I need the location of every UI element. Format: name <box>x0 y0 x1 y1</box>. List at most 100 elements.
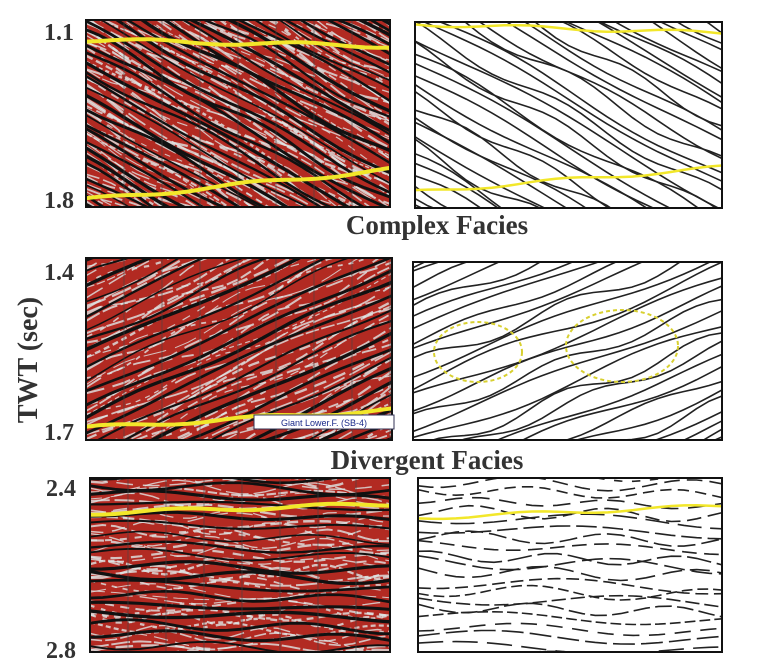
seismic-trough <box>96 20 390 177</box>
facies-outline <box>565 309 679 383</box>
interpreted-reflector <box>560 22 722 110</box>
seismic-trough <box>86 0 390 12</box>
seismic-reflector <box>324 20 390 56</box>
interpreted-reflector <box>438 22 722 174</box>
interpreted-reflector <box>418 478 722 492</box>
interpreted-reflector <box>418 486 722 499</box>
interpreted-reflector <box>418 555 722 575</box>
interpreted-reflector <box>418 513 722 530</box>
interpreted-reflector <box>521 365 722 440</box>
seismic-trough <box>86 130 221 207</box>
interpreted-reflector <box>415 83 648 208</box>
interpreted-reflector <box>659 22 722 51</box>
seismic-reflector <box>86 294 392 435</box>
caption: Divergent Facies <box>331 445 524 475</box>
seismic-reflector <box>90 640 390 652</box>
seismic-reflector <box>90 560 390 575</box>
panel-frame <box>412 261 723 441</box>
seismic-reflector <box>90 569 390 586</box>
seismic-trough <box>86 295 392 426</box>
seismic-trough <box>86 258 210 314</box>
seismic-trough <box>116 20 390 164</box>
interpreted-reflector <box>418 496 722 510</box>
seismic-trough <box>176 343 392 440</box>
panel-frame <box>85 19 391 208</box>
interpreted-reflector <box>413 285 722 412</box>
interpreted-reflector <box>651 22 722 70</box>
panel <box>86 0 390 207</box>
seismic-reflector <box>90 651 140 652</box>
interpreted-reflector <box>415 40 718 208</box>
interpreted-reflector <box>418 550 722 566</box>
seismic-trough <box>297 20 390 72</box>
seismic-reflector <box>90 530 390 546</box>
interpreted-reflector <box>413 262 682 359</box>
seismic-reflector <box>90 519 390 530</box>
seismic-trough <box>86 83 315 207</box>
seismic-reflector <box>90 500 390 512</box>
seismic-reflector <box>86 258 155 288</box>
annotation-box <box>253 414 395 430</box>
seismic-trough <box>201 357 392 440</box>
seismic-reflector <box>90 578 390 593</box>
seismic-trough <box>90 556 390 574</box>
horizon <box>90 501 390 517</box>
seismic-reflector <box>283 20 390 74</box>
seismic-reflector <box>86 0 390 9</box>
horizon <box>415 164 722 192</box>
seismic-reflector <box>86 258 392 393</box>
seismic-trough <box>90 479 390 498</box>
interpreted-reflector <box>413 262 712 379</box>
seismic-trough <box>90 569 390 587</box>
interpreted-reflector <box>418 565 722 582</box>
interpreted-reflector <box>413 262 575 317</box>
seismic-reflector <box>249 366 392 440</box>
interpreted-reflector <box>418 610 722 626</box>
seismic-trough <box>90 492 390 510</box>
interpreted-reflector <box>413 262 542 307</box>
seismic-trough <box>336 412 392 440</box>
seismic-reflector <box>86 258 246 331</box>
seismic-reflector <box>86 280 392 420</box>
interpreted-reflector <box>413 326 722 439</box>
interpreted-reflector <box>415 53 700 208</box>
interpreted-reflector <box>505 22 722 141</box>
seismic-reflector <box>90 589 390 604</box>
seismic-trough <box>90 655 390 666</box>
seismic-trough <box>86 173 148 207</box>
seismic-trough <box>86 258 360 386</box>
interpreted-reflector <box>413 262 601 330</box>
seismic-reflector <box>262 380 392 440</box>
seismic-trough <box>243 370 392 440</box>
seismic-trough <box>90 542 390 562</box>
seismic-trough <box>90 519 390 538</box>
interpreted-reflector <box>415 136 547 208</box>
horizon <box>415 23 722 35</box>
annotation: Giant Lower.F. (SB-4) <box>281 418 367 428</box>
time-label: 1.1 <box>44 20 74 46</box>
axis-label: TWT (sec) <box>13 297 44 423</box>
seismic-reflector <box>298 20 390 66</box>
time-label: 2.8 <box>46 638 76 664</box>
caption: Complex Facies <box>346 210 528 240</box>
seismic-trough <box>86 258 369 379</box>
seismic-trough <box>185 350 392 440</box>
seismic-reflector <box>95 308 392 440</box>
interpreted-reflector <box>525 650 579 652</box>
seismic-reflector <box>86 127 227 207</box>
seismic-reflector <box>253 20 390 90</box>
interpreted-reflector <box>495 353 722 440</box>
horizon <box>86 165 390 201</box>
seismic-reflector <box>278 20 390 82</box>
seismic-trough <box>90 611 390 629</box>
seismic-reflector <box>90 609 390 624</box>
seismic-reflector <box>86 146 188 207</box>
interpreted-reflector <box>415 121 568 208</box>
seismic-trough <box>300 20 390 67</box>
interpreted-reflector <box>430 332 722 440</box>
interpreted-reflector <box>418 530 722 547</box>
seismic-trough <box>86 258 206 316</box>
panel <box>413 262 722 440</box>
seismic-reflector <box>86 154 172 207</box>
